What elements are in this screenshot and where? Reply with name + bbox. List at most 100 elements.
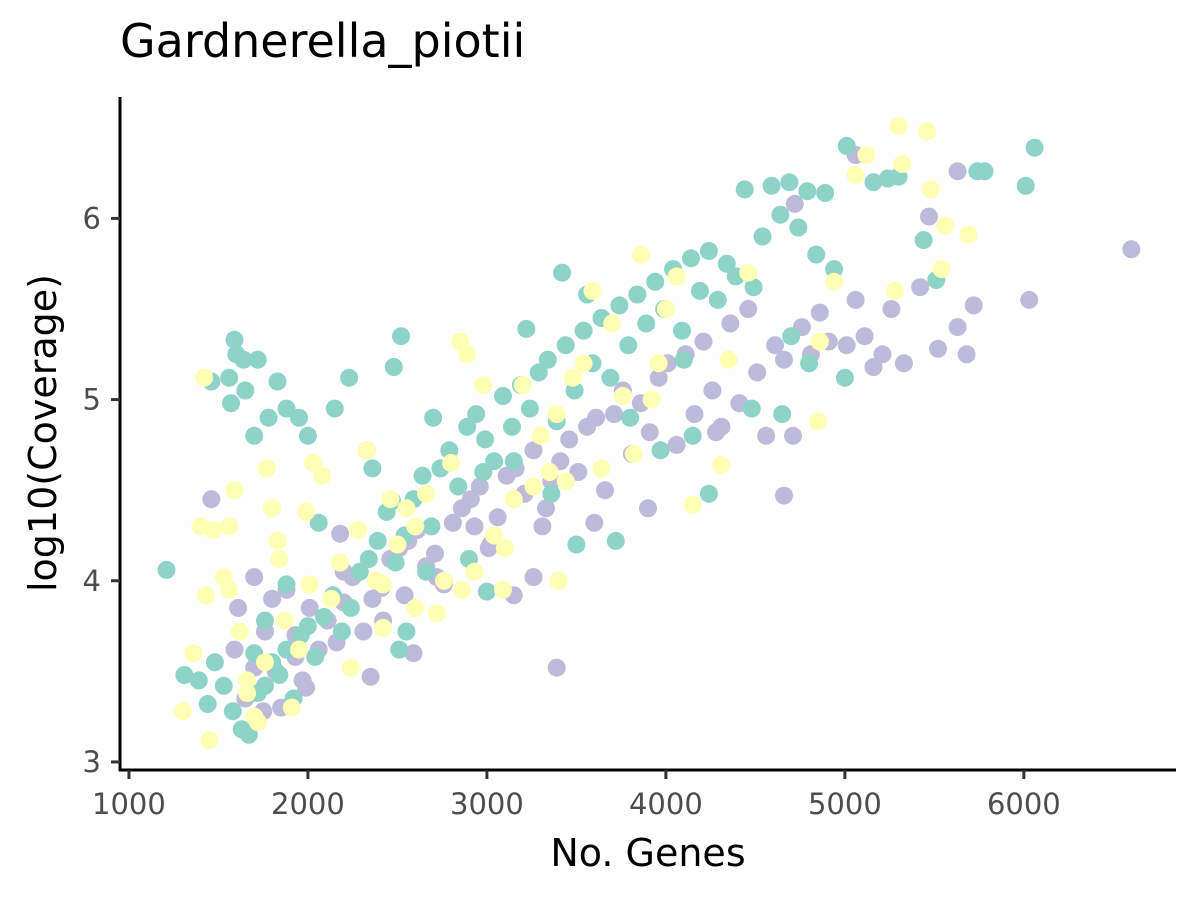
data-point [585,513,604,532]
data-point [574,321,593,340]
data-point [837,336,856,355]
data-point [331,553,350,572]
data-point [825,260,844,279]
data-point [350,562,369,581]
data-point [601,368,620,387]
data-point [914,231,933,250]
data-point [268,531,287,550]
data-point [494,387,512,405]
data-point [846,165,865,184]
x-tick-label: 2000 [271,787,345,821]
data-point [300,598,319,617]
data-point [563,368,582,387]
data-point [531,426,550,445]
data-point [277,399,296,418]
data-point [443,513,462,532]
data-point [354,622,373,641]
data-point [646,272,665,291]
data-point [256,653,274,672]
chart-title: Gardnerella_piotii [120,14,526,68]
data-point [397,499,416,518]
data-point [835,368,854,387]
data-point [520,399,539,418]
data-point [739,263,758,282]
y-tick-label: 4 [83,564,101,598]
data-point [619,336,638,355]
data-point [524,568,543,587]
data-point [1025,138,1044,157]
data-point [1020,290,1039,309]
x-tick-label: 6000 [987,787,1061,821]
data-point [810,332,829,351]
data-point [223,702,242,721]
data-point [624,444,643,463]
data-point [605,405,623,424]
data-point [667,267,686,286]
data-point [685,405,704,424]
data-point [245,426,264,445]
data-point [470,477,489,496]
y-tick-label: 3 [83,745,101,779]
data-point [331,524,350,543]
data-point [613,387,632,405]
data-point [798,182,817,201]
data-point [673,321,691,340]
data-point [825,272,844,291]
x-tick-label: 1000 [92,787,166,821]
data-point [390,640,409,659]
y-tick-label: 5 [83,383,101,417]
data-point [277,640,296,659]
data-point [918,122,937,141]
data-point [782,327,801,346]
data-point [474,463,493,481]
data-point [1122,240,1141,259]
data-point [807,245,826,264]
data-point [290,408,308,427]
data-point [744,278,763,297]
data-point [690,281,709,300]
data-point [322,589,341,608]
data-point [785,194,804,213]
data-point [173,702,192,721]
data-point [735,180,754,199]
data-point [592,459,611,478]
data-point [816,184,835,202]
data-point [275,611,294,630]
y-axis-title: log10(Coverage) [21,274,65,592]
data-point [426,544,444,563]
data-point [304,454,323,472]
data-point [694,332,713,351]
data-point [248,713,267,732]
data-point [656,300,675,318]
data-point [442,454,461,472]
data-point [537,499,555,518]
data-point [477,582,496,601]
data-point [349,521,367,539]
data-point [964,296,983,315]
data-point [948,162,967,181]
data-point [422,517,441,536]
data-point [882,300,901,318]
data-point [282,698,301,717]
data-point [929,339,947,358]
data-point [300,575,319,594]
data-point [524,477,543,496]
data-point [846,290,865,309]
data-point [529,363,548,382]
data-point [642,390,661,409]
data-point [809,412,827,431]
data-point [458,417,477,436]
data-point [268,372,287,391]
data-point [184,644,203,663]
data-point [467,405,486,424]
data-point [368,531,387,550]
x-tick-label: 3000 [450,787,524,821]
data-point [739,300,758,318]
data-point [198,695,217,713]
data-point [195,368,214,387]
data-point [936,216,955,235]
data-point [485,526,504,545]
data-point [773,405,792,424]
data-point [800,354,819,373]
